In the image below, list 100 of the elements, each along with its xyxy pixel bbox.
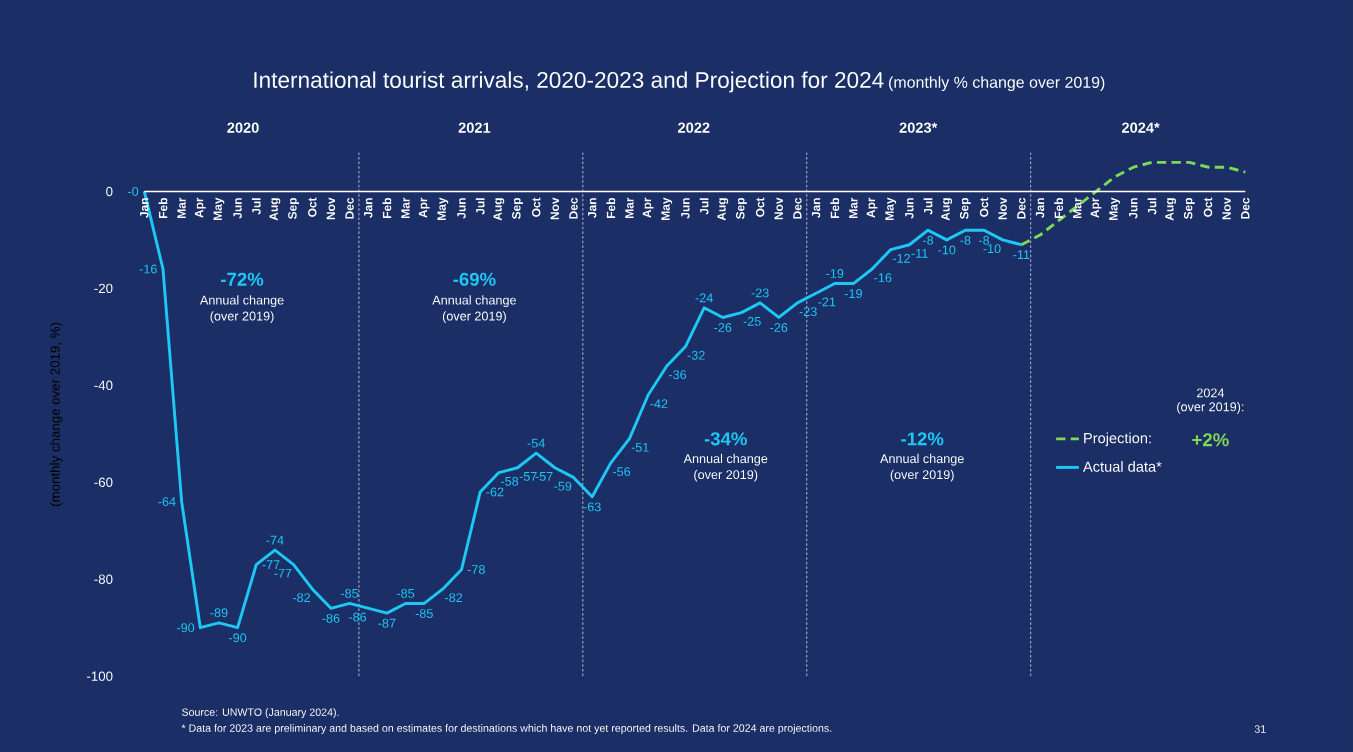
data-label: -56 [612,467,631,477]
data-label: -16 [874,273,892,283]
text: 2023* [899,122,938,133]
x-tick-label: May [885,197,897,220]
y-tick-label: -60 [94,477,113,487]
data-label: -26 [770,323,788,333]
x-tick-label: Oct [979,197,989,217]
data-label: -8 [978,235,990,245]
x-tick-label: Jan [587,198,597,218]
x-tick-label: Feb [158,197,168,218]
y-axis-title: (monthly change over 2019, %) [50,322,63,506]
x-tick-label: Jul [923,198,933,215]
data-label: -74 [266,535,284,545]
x-tick-label: Aug [269,198,281,221]
x-tick-label: Sep [736,197,747,220]
y-tick-label: -20 [94,283,113,294]
data-label: -59 [554,481,572,491]
data-label: -0 [128,186,139,196]
data-label: -58 [501,476,519,486]
x-tick-label: Feb [1054,197,1064,218]
annotation: 2024 [1196,388,1225,398]
x-tick-label: Sep [1183,197,1195,220]
data-label: -86 [348,612,367,622]
data-label: -23 [799,307,817,317]
x-tick-label: Oct [755,197,765,217]
x-tick-label: Nov [550,197,560,220]
x-tick-label: Apr [866,197,878,218]
x-tick-label: May [437,197,449,220]
x-tick-label: Jul [475,198,485,215]
data-label: -23 [751,288,769,298]
y-tick-label: -80 [94,574,113,584]
data-label: -8 [923,235,934,245]
x-tick-label: Aug [717,198,729,221]
data-label: -90 [177,623,195,633]
annotation: +2% [1192,433,1229,447]
data-label: -54 [527,438,545,448]
data-label: -85 [341,588,359,598]
data-label: -87 [378,618,396,628]
annotation: -12% [901,432,944,446]
legend-label: Projection: [1084,432,1151,447]
data-label: -78 [467,565,485,575]
x-tick-label: Sep [959,197,971,220]
x-tick-label: Jul [251,198,261,215]
annotation: -34% [704,432,747,446]
x-tick-label: Jun [233,198,242,219]
source-note: Source: UNWTO (January 2024). [181,708,339,719]
x-tick-label: Jun [1129,198,1138,219]
y-tick-label: 0 [106,186,113,197]
data-label: -12 [892,253,910,263]
data-label: -26 [714,323,732,333]
x-tick-label: Apr [1090,197,1102,218]
data-label: -8 [960,235,971,245]
chart-subtitle: (monthly % change over 2019) [889,76,1105,92]
x-tick-label: Nov [326,197,336,220]
data-label: -32 [687,350,705,360]
text: 2022 [678,122,710,133]
data-label: -63 [583,502,601,512]
x-tick-label: Apr [194,197,206,218]
x-tick-label: Jun [905,198,914,219]
x-tick-label: Aug [493,198,505,221]
data-label: -10 [938,245,956,255]
data-label: -82 [292,593,311,603]
x-tick-label: Nov [1222,197,1231,220]
x-tick-label: Sep [512,197,523,220]
annotation: (over 2019) [890,469,954,482]
data-label: -16 [139,264,157,274]
data-label: -25 [743,316,761,326]
data-label: -57 [535,472,553,481]
annotation: Annual change [432,295,516,308]
data-label: -77 [274,568,292,578]
chart-title: International tourist arrivals, 2020-2023 and Projection for 2024 [254,71,884,93]
data-label: -51 [631,442,649,452]
text: * Data for 2023 are preliminary and based on estimates for destinations which have not yet reported results. Data for 2024 are projections. [181,724,832,734]
annotation: (over 2019) [210,311,274,324]
data-label: -62 [486,487,504,497]
data-label: -90 [229,633,247,643]
data-label: -19 [826,269,844,278]
text: 2021 [458,122,491,133]
annotation: -69% [453,272,496,286]
x-tick-label: Jan [811,198,821,218]
x-tick-label: Jan [364,198,373,218]
annotation: (over 2019) [694,469,758,482]
annotation: -72% [221,272,264,286]
x-tick-label: Mar [849,197,858,218]
data-label: -57 [519,472,537,481]
x-tick-label: Oct [1203,197,1213,217]
x-tick-label: May [1109,197,1121,220]
x-tick-label: Oct [308,197,317,217]
annotation: (over 2019) [442,311,506,324]
text: 2020 [227,122,259,133]
x-tick-label: Apr [642,197,654,218]
x-tick-label: Jun [681,198,690,219]
data-label: -24 [695,293,713,303]
y-tick-label: -40 [94,380,113,391]
x-tick-label: Dec [569,197,578,219]
x-tick-label: Mar [177,197,186,218]
x-tick-label: Jun [457,198,466,219]
data-label: -64 [158,497,176,507]
data-label: -89 [210,608,228,618]
data-label: -11 [1013,250,1030,260]
